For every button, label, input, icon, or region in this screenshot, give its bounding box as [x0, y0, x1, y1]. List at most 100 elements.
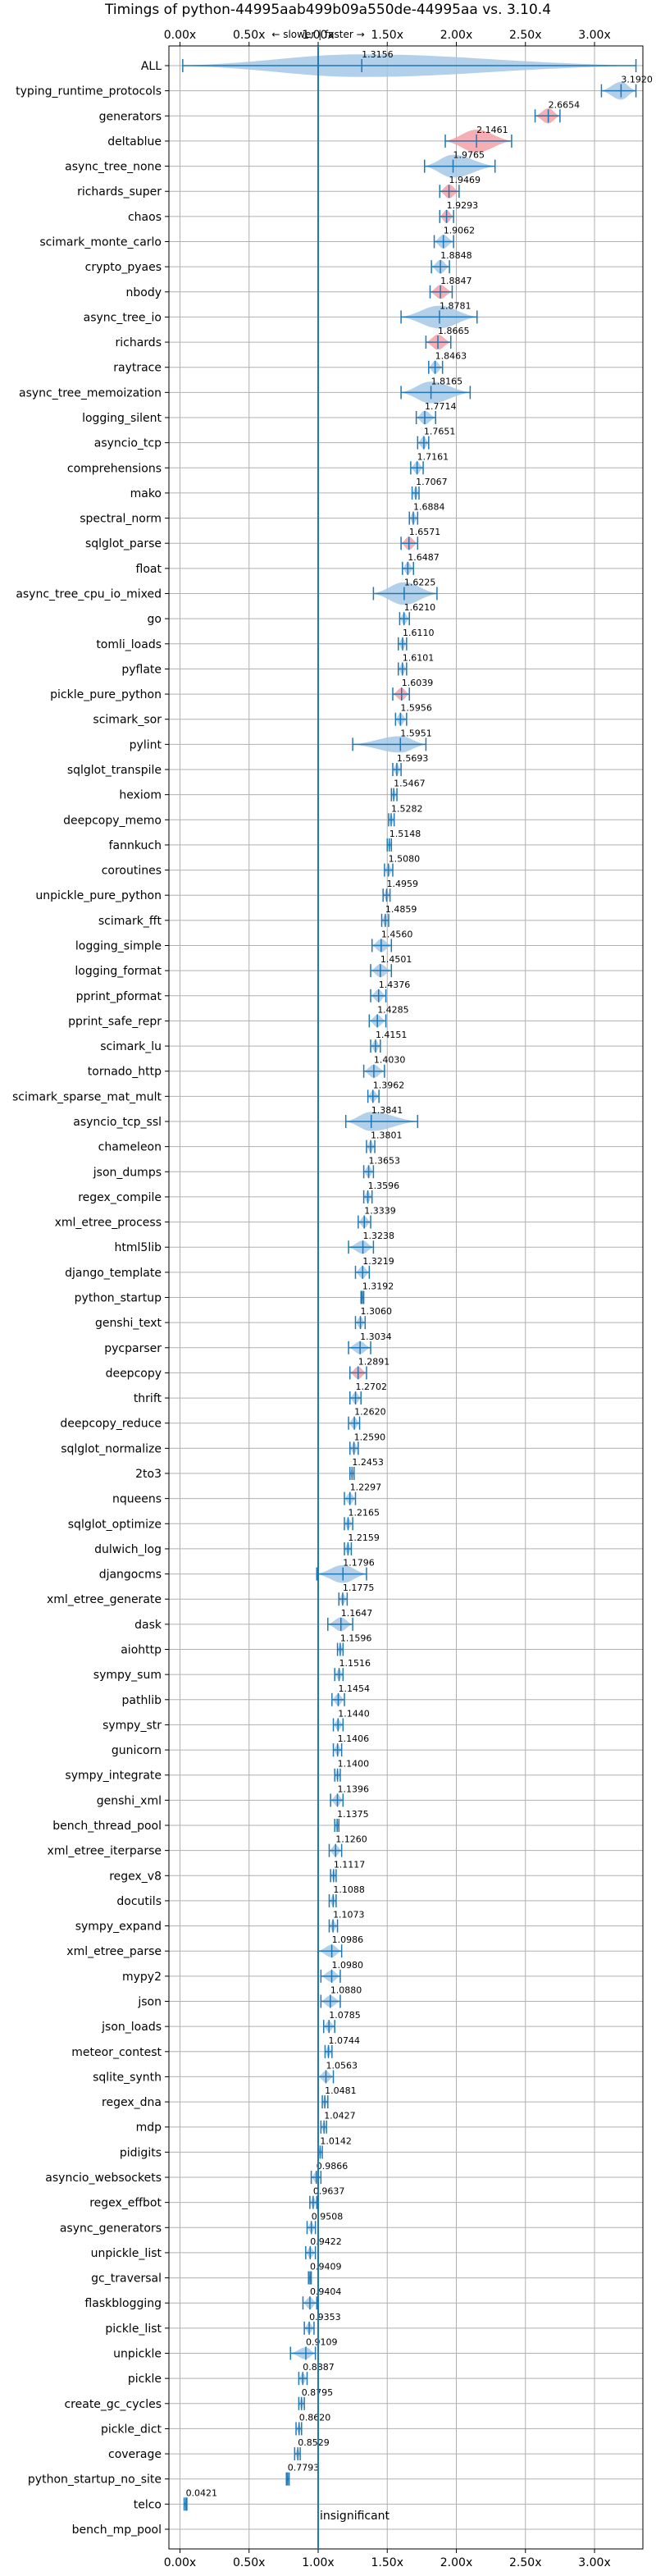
benchmark-value-label: 1.3156	[362, 49, 394, 60]
benchmark-value-label: 1.1454	[338, 1683, 370, 1694]
benchmark-value-label: 1.5951	[400, 728, 432, 738]
benchmark-value-label: 1.5148	[390, 829, 421, 839]
x-tick-label-bottom: 0.50x	[233, 2556, 265, 2569]
benchmark-value-label: 1.8848	[440, 250, 472, 261]
benchmark-value-label: 1.3060	[361, 1306, 393, 1317]
benchmark-value-label: 0.8795	[302, 2387, 334, 2398]
benchmark-violin	[328, 1893, 337, 1907]
benchmark-label: unpickle_pure_python	[35, 889, 162, 902]
benchmark-label: mako	[130, 487, 162, 500]
benchmark-label: bench_mp_pool	[72, 2523, 162, 2537]
benchmark-violin	[360, 1290, 365, 1304]
benchmark-label: chameleon	[98, 1141, 162, 1154]
benchmark-value-label: 1.1440	[338, 1708, 370, 1719]
benchmark-label: djangocms	[99, 1569, 162, 1582]
benchmark-label: sqlglot_parse	[85, 537, 162, 550]
benchmark-label: gc_traversal	[91, 2272, 162, 2286]
benchmark-label: pprint_safe_repr	[68, 1015, 162, 1028]
benchmark-label: deepcopy_reduce	[60, 1418, 162, 1431]
benchmark-label: mdp	[136, 2122, 162, 2135]
x-tick-label-top: 0.00x	[164, 29, 196, 42]
benchmark-violin	[429, 285, 453, 299]
benchmark-value-label: 1.3841	[371, 1105, 403, 1116]
benchmark-label: xml_etree_parse	[66, 1945, 162, 1958]
benchmark-value-label: 2.6654	[549, 99, 581, 110]
benchmark-value-label: 0.7793	[288, 2463, 320, 2473]
benchmark-violin	[310, 2171, 322, 2184]
benchmark-violin	[428, 360, 444, 374]
benchmark-label: pickle	[128, 2373, 162, 2386]
benchmark-violin	[386, 838, 393, 852]
benchmark-violin	[430, 259, 450, 274]
benchmark-violin	[425, 334, 452, 350]
benchmark-label: tornado_http	[88, 1066, 162, 1079]
benchmark-label: 2to3	[135, 1468, 162, 1481]
benchmark-label: scimark_sparse_mat_mult	[12, 1090, 162, 1103]
benchmark-label: html5lib	[115, 1241, 162, 1254]
benchmark-violin	[392, 687, 410, 701]
benchmark-label: ALL	[141, 60, 162, 73]
benchmark-value-label: 1.0785	[329, 2010, 361, 2021]
benchmark-label: regex_v8	[109, 1870, 162, 1883]
benchmark-label: xml_etree_generate	[47, 1593, 162, 1606]
benchmark-label: scimark_lu	[100, 1040, 162, 1053]
benchmark-violin	[370, 964, 393, 978]
benchmark-label: logging_simple	[75, 940, 162, 953]
benchmark-value-label: 0.9109	[306, 2337, 338, 2348]
benchmark-value-label: 1.1260	[335, 1834, 367, 1845]
benchmark-label: docutils	[116, 1895, 162, 1908]
insignificant-label: insignificant	[320, 2510, 390, 2523]
benchmark-label: asyncio_websockets	[45, 2172, 162, 2185]
x-tick-label-bottom: 2.00x	[440, 2556, 472, 2569]
benchmark-label: regex_compile	[78, 1191, 162, 1204]
benchmark-violin	[302, 2296, 318, 2310]
benchmark-value-label: 1.1406	[338, 1733, 370, 1744]
benchmark-violin	[327, 1617, 353, 1632]
benchmark-violin	[366, 1140, 376, 1153]
benchmark-label: json_dumps	[93, 1166, 162, 1179]
benchmark-violin	[349, 1467, 355, 1480]
benchmark-label: deltablue	[107, 135, 162, 148]
benchmark-violin	[397, 662, 408, 676]
benchmark-violin	[400, 537, 419, 550]
benchmark-label: xml_etree_process	[55, 1217, 162, 1230]
benchmark-violin	[423, 154, 496, 178]
benchmark-violin	[380, 913, 390, 927]
benchmark-violin	[362, 1064, 385, 1078]
benchmark-label: pprint_pformat	[76, 990, 162, 1003]
benchmark-value-label: 1.6487	[408, 552, 439, 563]
benchmark-violin	[330, 1869, 337, 1883]
benchmark-violin	[330, 1793, 344, 1807]
benchmark-value-label: 1.1396	[338, 1784, 370, 1794]
chart-title: Timings of python-44995aab499b09a550de-4…	[104, 2, 551, 18]
benchmark-violin	[600, 81, 637, 100]
benchmark-value-label: 1.7161	[417, 451, 449, 462]
benchmark-label: pickle_pure_python	[50, 688, 162, 701]
benchmark-label: create_gc_cycles	[64, 2398, 162, 2411]
benchmark-label: logging_silent	[82, 412, 162, 425]
benchmark-value-label: 1.1796	[343, 1558, 375, 1569]
benchmark-value-label: 1.6101	[403, 652, 435, 663]
x-tick-label-top: 1.00x	[302, 29, 334, 42]
benchmark-value-label: 1.6110	[403, 628, 435, 638]
benchmark-violin	[399, 612, 410, 626]
benchmark-violin	[338, 1592, 348, 1606]
benchmark-label: scimark_sor	[93, 714, 162, 727]
benchmark-label: pathlib	[122, 1694, 162, 1707]
benchmark-violin	[390, 788, 398, 802]
benchmark-value-label: 0.9404	[310, 2286, 342, 2297]
benchmark-label: hexiom	[119, 789, 162, 802]
benchmark-label: telco	[134, 2498, 162, 2511]
benchmark-value-label: 1.4501	[380, 954, 412, 965]
benchmark-violin	[348, 1240, 375, 1254]
benchmark-value-label: 0.9353	[309, 2312, 341, 2323]
benchmark-label: mypy2	[122, 1971, 162, 1984]
benchmark-value-label: 1.4376	[379, 980, 411, 990]
benchmark-violin	[336, 1642, 344, 1656]
benchmark-violin	[344, 1541, 353, 1555]
benchmark-violin	[394, 712, 408, 726]
benchmark-label: nqueens	[112, 1493, 162, 1506]
benchmark-value-label: 1.4959	[387, 879, 419, 889]
